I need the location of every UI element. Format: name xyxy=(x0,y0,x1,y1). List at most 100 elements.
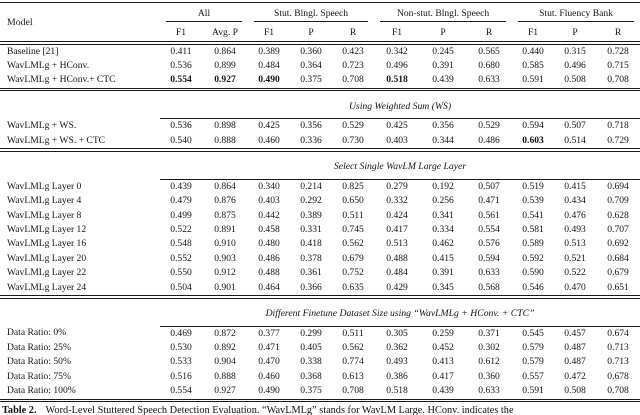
group-header-stut-blngl-label: Stut. Blngl. Speech xyxy=(254,5,369,22)
metric-value: 0.522 xyxy=(564,267,586,279)
metric-value: 0.302 xyxy=(478,342,500,354)
metric-value: 0.507 xyxy=(564,120,586,132)
metric-value: 0.684 xyxy=(607,252,629,264)
metric-value: 0.579 xyxy=(522,342,544,354)
metric-value: 0.713 xyxy=(607,356,629,368)
model-name: WavLMLg Layer 0 xyxy=(7,180,82,192)
metric-value: 0.496 xyxy=(386,60,408,71)
metric-value: 0.730 xyxy=(342,134,364,146)
metric-value: 0.471 xyxy=(258,342,280,354)
metric-value: 0.403 xyxy=(386,134,408,146)
metric-value: 0.635 xyxy=(342,281,364,293)
metric-value: 0.472 xyxy=(564,370,586,382)
metric-value: 0.633 xyxy=(478,74,500,86)
metric-value: 0.440 xyxy=(522,45,544,57)
metric-value: 0.484 xyxy=(386,267,408,279)
metric-value: 0.692 xyxy=(607,238,629,250)
metric-value: 0.516 xyxy=(170,370,192,382)
metric-value: 0.371 xyxy=(478,327,500,339)
metric-value: 0.259 xyxy=(432,327,454,339)
col-header-f1: F1 xyxy=(527,27,539,38)
model-name: WavLMLg Layer 22 xyxy=(7,267,87,279)
metric-value: 0.903 xyxy=(214,252,236,264)
metric-value: 0.633 xyxy=(478,267,500,279)
metric-value: 0.546 xyxy=(522,281,544,293)
metric-value: 0.366 xyxy=(300,281,322,293)
metric-value: 0.361 xyxy=(300,267,322,279)
model-name: WavLMLg + WS. + CTC xyxy=(7,134,106,146)
metric-value: 0.471 xyxy=(478,195,500,207)
divider-line xyxy=(0,398,640,403)
metric-value: 0.389 xyxy=(300,209,322,221)
metric-value: 0.470 xyxy=(258,356,280,368)
metric-value: 0.679 xyxy=(342,252,364,264)
metric-value: 0.892 xyxy=(214,342,236,354)
metric-value: 0.529 xyxy=(342,120,364,132)
table-row: WavLMLg Layer 22 0.550 0.912 0.488 0.361 0.75… xyxy=(0,266,640,280)
col-header-r: R xyxy=(614,27,622,38)
metric-value: 0.678 xyxy=(607,370,629,382)
group-header-fluency-bank: Stut. Fluency Bank xyxy=(512,3,640,25)
model-name: WavLMLg Layer 16 xyxy=(7,238,87,250)
metric-value: 0.425 xyxy=(258,120,280,132)
metric-value: 0.529 xyxy=(478,120,500,132)
col-header-r: R xyxy=(349,27,357,38)
metric-value: 0.568 xyxy=(478,281,500,293)
metric-value: 0.299 xyxy=(300,327,322,339)
metric-value: 0.499 xyxy=(170,209,192,221)
metric-value: 0.496 xyxy=(564,60,586,71)
metric-value: 0.356 xyxy=(432,120,454,132)
metric-value: 0.470 xyxy=(564,281,586,293)
metric-value: 0.364 xyxy=(300,60,322,71)
metric-value: 0.457 xyxy=(564,327,586,339)
table-row: WavLMLg Layer 12 0.522 0.891 0.458 0.331 0.74… xyxy=(0,223,640,237)
col-header-f1: F1 xyxy=(391,27,403,38)
table-row: WavLMLg + WS. + CTC 0.540 0.888 0.460 0.336 0… xyxy=(0,134,640,149)
metric-value: 0.439 xyxy=(170,180,192,192)
metric-value: 0.344 xyxy=(432,134,454,146)
table-body: Baseline [21] 0.411 0.864 0.389 0.360 0.423 0.… xyxy=(0,41,640,403)
metric-value: 0.486 xyxy=(258,252,280,264)
metric-value: 0.490 xyxy=(258,74,280,86)
model-name: Baseline [21] xyxy=(7,45,59,57)
metric-value: 0.415 xyxy=(564,180,586,192)
metric-value: 0.651 xyxy=(607,281,629,293)
metric-value: 0.633 xyxy=(478,385,500,397)
metric-value: 0.592 xyxy=(522,252,544,264)
group-header-fluency-bank-label: Stut. Fluency Bank xyxy=(518,5,635,22)
metric-value: 0.522 xyxy=(170,224,192,236)
metric-value: 0.256 xyxy=(432,195,454,207)
model-name: Data Ratio: 25% xyxy=(7,342,71,354)
metric-value: 0.504 xyxy=(170,281,192,293)
metric-value: 0.378 xyxy=(300,252,322,264)
metric-value: 0.579 xyxy=(522,356,544,368)
metric-value: 0.442 xyxy=(258,209,280,221)
metric-value: 0.368 xyxy=(300,370,322,382)
section-divider-rule xyxy=(0,148,640,152)
table-header: Model All Stut. Blngl. Speech Non-stut. … xyxy=(0,3,640,42)
section-title-spacer xyxy=(0,298,160,326)
metric-value: 0.521 xyxy=(564,252,586,264)
metric-value: 0.875 xyxy=(214,209,236,221)
metric-value: 0.518 xyxy=(386,385,408,397)
metric-header-row: F1 Avg. P F1 P R F1 P R F1 P R xyxy=(0,24,640,42)
model-name: WavLMLg Layer 8 xyxy=(7,209,82,221)
metric-value: 0.508 xyxy=(564,385,586,397)
metric-value: 0.891 xyxy=(214,224,236,236)
metric-value: 0.214 xyxy=(300,180,322,192)
col-header-p: P xyxy=(440,27,446,38)
metric-value: 0.539 xyxy=(522,195,544,207)
metric-value: 0.493 xyxy=(386,356,408,368)
model-name: WavLMLg Layer 12 xyxy=(7,224,87,236)
metric-value: 0.713 xyxy=(607,342,629,354)
metric-value: 0.487 xyxy=(564,356,586,368)
metric-value: 0.774 xyxy=(342,356,364,368)
metric-value: 0.708 xyxy=(342,385,364,397)
metric-value: 0.745 xyxy=(342,224,364,236)
metric-value: 0.562 xyxy=(342,342,364,354)
metric-value: 0.413 xyxy=(432,356,454,368)
model-name: WavLMLg Layer 4 xyxy=(7,195,82,207)
metric-value: 0.519 xyxy=(522,180,544,192)
metric-value: 0.417 xyxy=(432,370,454,382)
